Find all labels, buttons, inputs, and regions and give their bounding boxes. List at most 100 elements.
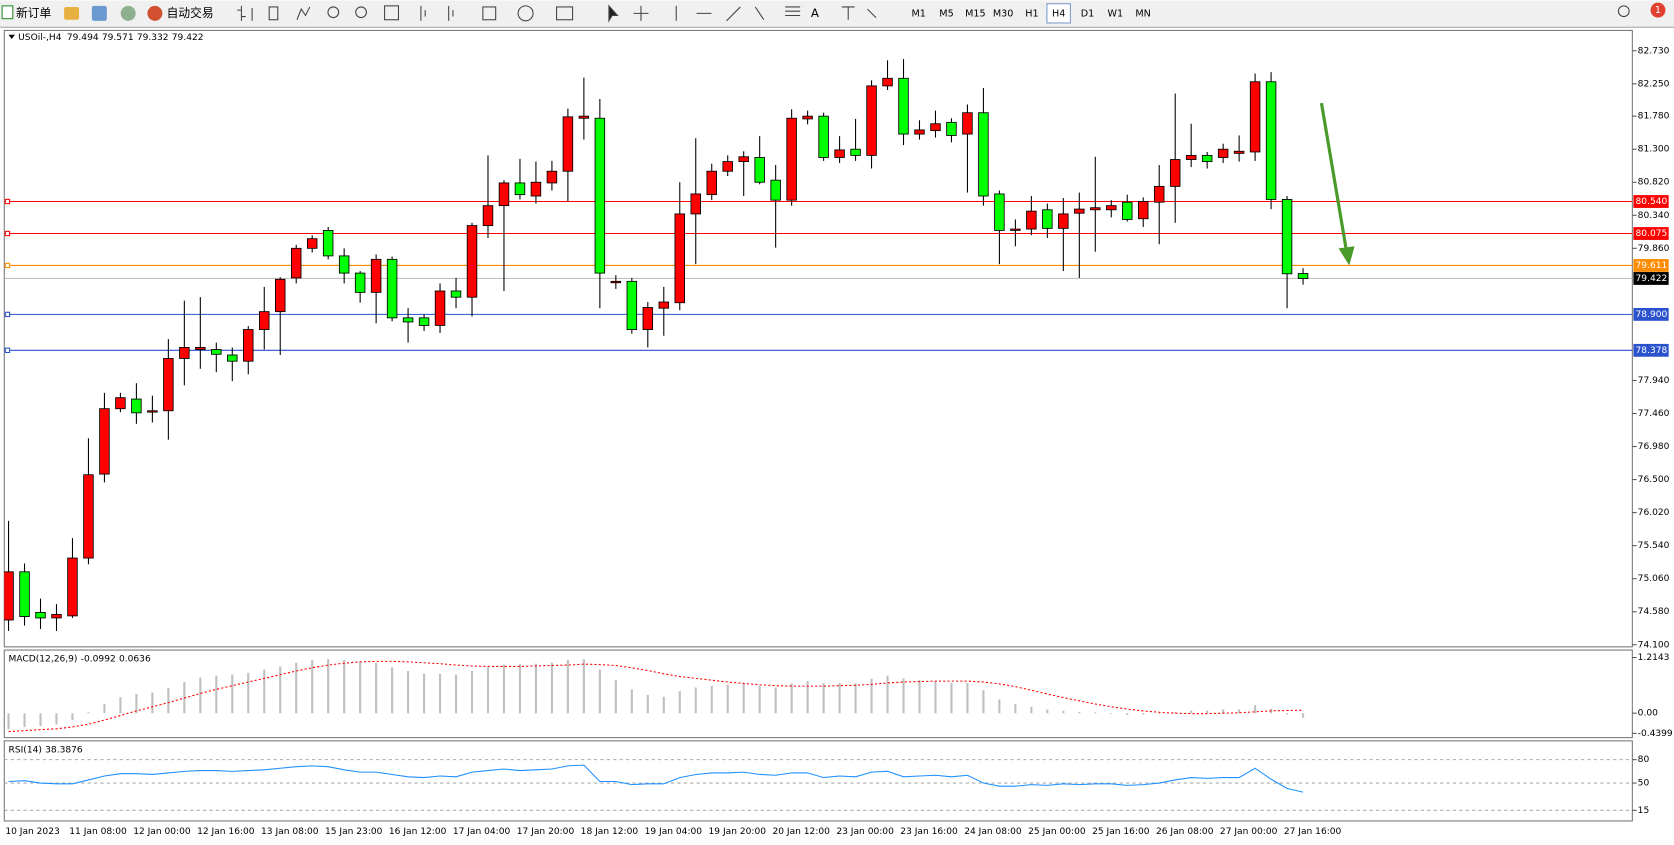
candle-body: [850, 148, 861, 156]
x-tick-label: 19 Jan 20:00: [709, 827, 767, 837]
candle-body: [1010, 228, 1021, 231]
candle-body: [482, 205, 494, 227]
new-order-button[interactable]: 新订单: [1, 5, 52, 20]
timeframe-button[interactable]: MN: [1135, 8, 1150, 19]
x-tick-label: 10 Jan 2023: [5, 827, 60, 837]
candle-body: [866, 85, 877, 156]
y-tick-label: 75.060: [1638, 574, 1670, 584]
icon[interactable]: [296, 6, 311, 20]
timeframe-button[interactable]: M15: [965, 8, 986, 19]
icon[interactable]: [327, 6, 340, 19]
candle-body: [594, 117, 606, 274]
x-tick-label: 15 Jan 23:00: [325, 827, 383, 837]
candle-body: [179, 347, 190, 359]
candle-body: [786, 117, 797, 201]
level-label: 80.075: [1636, 229, 1668, 239]
candle-body: [1074, 208, 1085, 214]
candle-body: [402, 317, 414, 323]
candle-body: [322, 229, 334, 257]
icon[interactable]: [91, 5, 107, 21]
icon[interactable]: [633, 5, 877, 22]
text-tool[interactable]: A: [811, 6, 819, 20]
candle-body: [1026, 210, 1037, 230]
auto-trading-label[interactable]: 自动交易: [167, 6, 214, 20]
candle-body: [338, 255, 350, 274]
candle-body: [19, 571, 30, 617]
candle-body: [578, 115, 590, 119]
y-tick-label: 82.250: [1638, 79, 1670, 89]
candle-body: [930, 123, 941, 132]
candle-body: [674, 213, 686, 304]
timeframe-button[interactable]: D1: [1081, 8, 1095, 19]
icon[interactable]: [355, 6, 367, 19]
timeframe-button[interactable]: M30: [993, 8, 1014, 19]
timeframe-button[interactable]: M5: [939, 8, 953, 19]
candle-body: [626, 280, 638, 330]
y-tick-label: 82.730: [1638, 46, 1670, 56]
candle-body: [498, 182, 510, 207]
chart-header: USOil-,H4 79.494 79.571 79.332 79.422: [18, 32, 203, 42]
candle-body: [1153, 185, 1165, 203]
candle-body: [642, 307, 654, 330]
candle-body: [754, 157, 765, 183]
icon[interactable]: [64, 6, 80, 20]
arrow-shaft: [1319, 102, 1348, 249]
rsi-plot: [4, 759, 1633, 811]
candle-body: [834, 149, 845, 158]
candle-body: [1169, 159, 1181, 187]
x-tick-label: 25 Jan 16:00: [1092, 827, 1150, 837]
icon[interactable]: [556, 6, 574, 21]
x-tick-label: 12 Jan 00:00: [133, 827, 191, 837]
open-value: 79.494: [67, 32, 99, 42]
level-handle: [4, 230, 11, 237]
candle-body: [51, 614, 62, 619]
icon: [147, 5, 163, 21]
y-tick-label: 77.460: [1638, 409, 1670, 419]
toolbar-icons: [237, 4, 1630, 23]
timeframe-button[interactable]: H1: [1025, 8, 1038, 19]
candle-body: [978, 112, 989, 197]
high-value: 79.571: [102, 32, 134, 42]
level-label: 78.378: [1636, 346, 1668, 356]
icon[interactable]: [237, 5, 253, 21]
candle-body: [1137, 201, 1149, 220]
x-tick-label: 11 Jan 08:00: [69, 827, 127, 837]
x-tick-label: 27 Jan 00:00: [1220, 827, 1278, 837]
candle-body: [259, 311, 270, 330]
candle-body: [1042, 209, 1053, 229]
icon[interactable]: [384, 5, 400, 21]
search-icon[interactable]: [1617, 5, 1630, 18]
candle-body: [962, 112, 973, 135]
timeframe-button[interactable]: M1: [912, 8, 926, 19]
new-order-label[interactable]: 新订单: [16, 6, 51, 20]
icon[interactable]: [420, 5, 454, 21]
signal-line: [8, 660, 1304, 733]
icon[interactable]: [517, 5, 534, 22]
level-label: 80.540: [1636, 197, 1668, 207]
candle-body: [738, 156, 749, 163]
x-tick-label: 25 Jan 00:00: [1028, 827, 1086, 837]
timeframe-button[interactable]: H4: [1052, 8, 1065, 19]
icon[interactable]: [268, 6, 279, 21]
auto-trading-button[interactable]: 自动交易: [147, 5, 214, 21]
candle-body: [1122, 201, 1133, 220]
icon[interactable]: [120, 5, 136, 21]
y-tick-label: 81.780: [1638, 112, 1670, 122]
icon[interactable]: [608, 4, 619, 23]
candle-body: [1281, 199, 1293, 275]
candle-body: [1201, 154, 1213, 163]
notification-badge[interactable]: [1650, 2, 1666, 18]
candle-body: [83, 474, 94, 559]
candle-body: [514, 182, 526, 196]
y-tick-label: 80.820: [1638, 178, 1670, 188]
timeframe-button[interactable]: W1: [1107, 8, 1123, 19]
annotation-arrow: [1319, 102, 1355, 266]
candle-body: [562, 116, 574, 172]
y-tick-label: 76.020: [1638, 508, 1670, 518]
bid-label: 79.422: [1636, 274, 1668, 284]
candle-body: [610, 280, 622, 284]
candle-body: [67, 557, 78, 617]
icon[interactable]: [482, 6, 497, 21]
x-tick-label: 17 Jan 20:00: [517, 827, 575, 837]
